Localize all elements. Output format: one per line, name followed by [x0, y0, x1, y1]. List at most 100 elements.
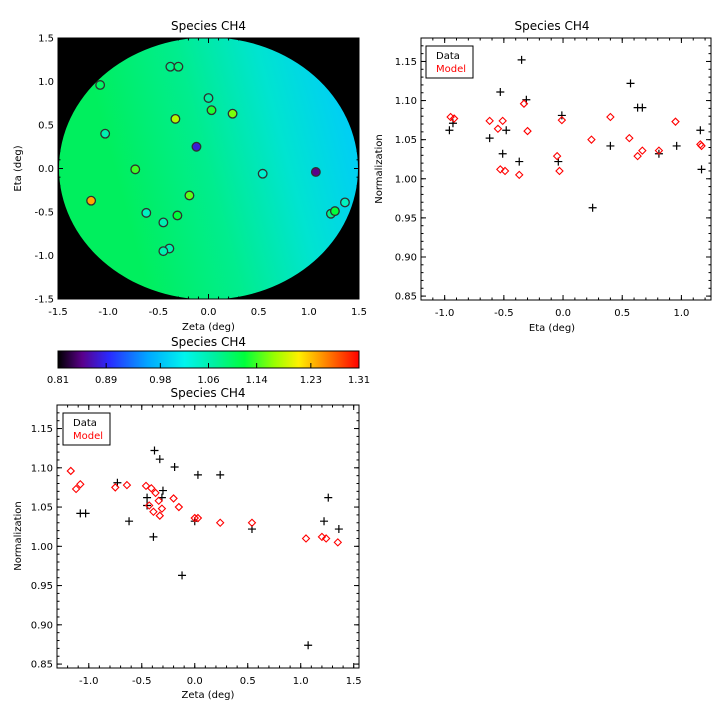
zeta-y-tick-label: 0.85: [31, 660, 53, 671]
zeta-model-point: [147, 483, 156, 493]
eta-model-point: [625, 133, 634, 143]
eta-y-tick-label: 1.15: [395, 57, 417, 68]
zeta-y-tick-label: 0.90: [31, 620, 53, 631]
eta-data-point: [498, 149, 507, 158]
map-point: [206, 105, 217, 116]
zeta-model-point: [157, 504, 167, 513]
map-y-axis-label: Eta (deg): [13, 145, 24, 191]
zeta-x-tick-label: 1.0: [293, 676, 309, 687]
map-x-tick-label: -1.5: [48, 307, 68, 318]
zeta-ticks: -1.0 -0.5 0.0 0.5 1.0 1.5 0.85 0.90 0.95 1.00 1.05…: [31, 404, 362, 687]
map-point: [310, 167, 321, 177]
eta-data-point: [557, 111, 566, 120]
zeta-legend: Data Model: [62, 412, 111, 446]
map-point: [95, 80, 106, 90]
zeta-y-tick-label: 1.15: [31, 424, 53, 435]
map-point: [141, 207, 152, 218]
zeta-model-point: [66, 466, 76, 476]
map-title: Species CH4: [171, 19, 246, 33]
map-x-tick-label: 0.5: [251, 307, 267, 318]
zeta-model-point: [111, 483, 120, 492]
eta-model-point: [500, 166, 510, 176]
colorbar-panel: Species CH4 0.81 0.89 0.98 1.06 1.14 1.23 1.31: [47, 335, 370, 386]
eta-y-tick-label: 1.10: [395, 96, 417, 107]
zeta-data-point: [334, 525, 343, 534]
eta-x-tick-label: 1.0: [673, 308, 689, 319]
zeta-model-point: [247, 518, 257, 528]
zeta-model-point: [155, 511, 165, 520]
map-point: [100, 128, 111, 139]
zeta-model-point: [71, 484, 81, 494]
map-point: [184, 190, 195, 201]
zeta-model-point: [141, 481, 151, 491]
eta-model-point: [587, 135, 596, 144]
eta-y-axis-label: Normalization: [374, 134, 385, 204]
eta-plot-title: Species CH4: [514, 19, 589, 33]
colorbar-tick-label: 1.31: [348, 375, 370, 386]
map-x-tick-label: -0.5: [149, 307, 169, 318]
eta-ticks: -1.0 -0.5 0.0 0.5 1.0 0.85 0.90 0.95 1.00 1.05 1.1…: [395, 37, 711, 319]
zeta-x-tick-label: 0.5: [240, 676, 256, 687]
eta-model-point: [519, 99, 529, 108]
map-y-tick-label: -1.5: [34, 295, 54, 306]
eta-data-point: [502, 126, 511, 135]
zeta-data-point: [178, 571, 187, 580]
eta-x-tick-label: 0.5: [614, 308, 630, 319]
map-y-ticks: -1.5 -1.0 -0.5 0.0 0.5 1.0 1.5: [34, 34, 359, 306]
map-x-tick-label: 0.0: [201, 307, 217, 318]
eta-model-point: [493, 124, 503, 133]
eta-markers: [445, 55, 706, 212]
zeta-data-point: [155, 455, 164, 464]
map-point: [340, 197, 350, 208]
colorbar-tick-label: 1.06: [197, 375, 219, 386]
zeta-model-point: [301, 534, 311, 543]
eta-scatter-panel: Species CH4 -1.0 -0.5 0.0 0.5 1.0 0.85 0.90 0.9…: [374, 19, 712, 334]
eta-model-point: [496, 165, 505, 174]
zeta-model-point: [193, 513, 203, 523]
zeta-model-point: [169, 494, 178, 503]
map-x-tick-label: 1.5: [351, 307, 367, 318]
zeta-model-point: [144, 501, 154, 510]
map-point: [329, 206, 340, 217]
eta-x-tick-label: 0.0: [555, 308, 571, 319]
eta-y-tick-label: 1.00: [395, 174, 417, 185]
eta-x-axis-label: Eta (deg): [529, 323, 575, 334]
eta-legend-box: [425, 45, 474, 79]
map-point: [86, 195, 97, 206]
eta-model-point: [514, 170, 524, 180]
map-point: [203, 93, 214, 103]
zeta-y-tick-label: 0.95: [31, 581, 53, 592]
zeta-model-point: [321, 534, 331, 543]
eta-data-point: [672, 141, 681, 150]
map-point: [165, 61, 176, 72]
zeta-model-point: [174, 502, 184, 512]
eta-data-point: [626, 79, 635, 88]
zeta-legend-data: Data: [73, 418, 97, 429]
map-point: [257, 168, 268, 179]
eta-data-point: [606, 141, 615, 150]
eta-y-tick-label: 0.90: [395, 252, 417, 263]
eta-legend: Data Model: [425, 45, 474, 79]
map-field: [59, 38, 358, 299]
eta-data-point: [445, 126, 454, 135]
zeta-y-axis-label: Normalization: [13, 501, 24, 571]
eta-model-point: [606, 112, 615, 122]
zeta-x-tick-label: -0.5: [132, 676, 152, 687]
zeta-data-point: [324, 493, 333, 502]
eta-legend-data: Data: [436, 51, 460, 62]
map-point: [172, 210, 183, 221]
zeta-y-tick-label: 1.00: [31, 542, 53, 553]
zeta-data-point: [304, 641, 313, 650]
eta-data-point: [697, 165, 706, 174]
eta-data-point: [588, 203, 597, 212]
eta-model-point: [552, 151, 562, 161]
eta-model-point: [654, 146, 664, 155]
zeta-scatter-panel: Species CH4 -1.0 -0.5 0.0 0.5 1.0 1.5 0.85 0.90…: [13, 386, 362, 701]
eta-data-point: [485, 134, 494, 143]
map-point: [158, 217, 169, 228]
zeta-data-point: [143, 501, 152, 510]
map-panel: Species CH4 -1.5 -1.0 -0.5 0.0 0.5 1.0 1.5 -1.…: [13, 19, 367, 333]
eta-y-tick-label: 0.85: [395, 292, 417, 303]
eta-model-point: [638, 146, 647, 155]
map-point: [130, 164, 141, 175]
